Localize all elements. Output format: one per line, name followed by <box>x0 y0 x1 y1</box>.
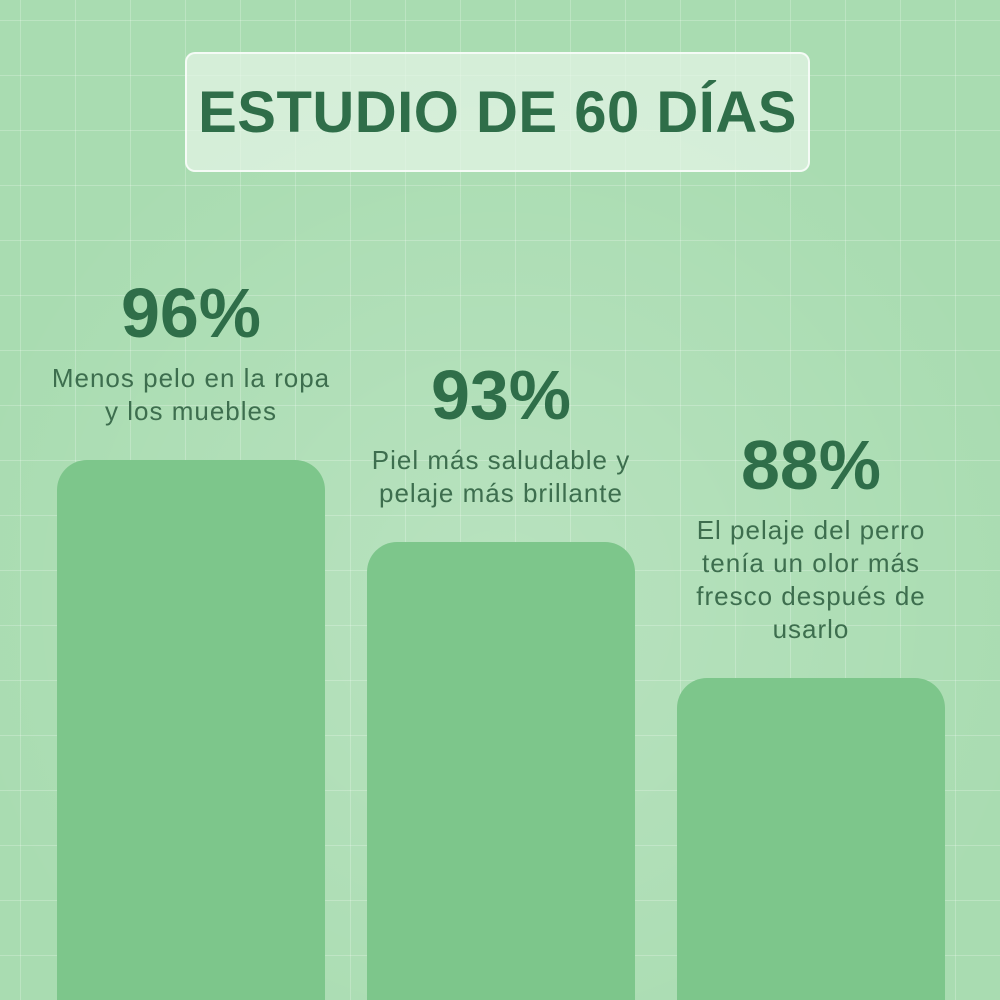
bar-label-group: 88% El pelaje del perro tenía un olor más… <box>661 430 961 646</box>
title-box: ESTUDIO DE 60 DÍAS <box>185 52 810 172</box>
value-label: 88% <box>740 425 882 504</box>
category-label: Piel más saludable y pelaje más brillant… <box>371 444 631 508</box>
value-label: 96% <box>120 273 262 352</box>
bar <box>367 541 635 1000</box>
bar-label-group: 96% Menos pelo en la ropa y los muebles <box>41 278 341 428</box>
bar <box>57 460 325 1000</box>
bar <box>677 678 945 1000</box>
category-label: El pelaje del perro tenía un olor más fr… <box>696 514 926 644</box>
category-label: Menos pelo en la ropa y los muebles <box>51 362 331 426</box>
chart-title: ESTUDIO DE 60 DÍAS <box>198 79 797 145</box>
value-label: 93% <box>430 355 572 434</box>
bar-label-group: 93% Piel más saludable y pelaje más brill… <box>351 360 651 510</box>
